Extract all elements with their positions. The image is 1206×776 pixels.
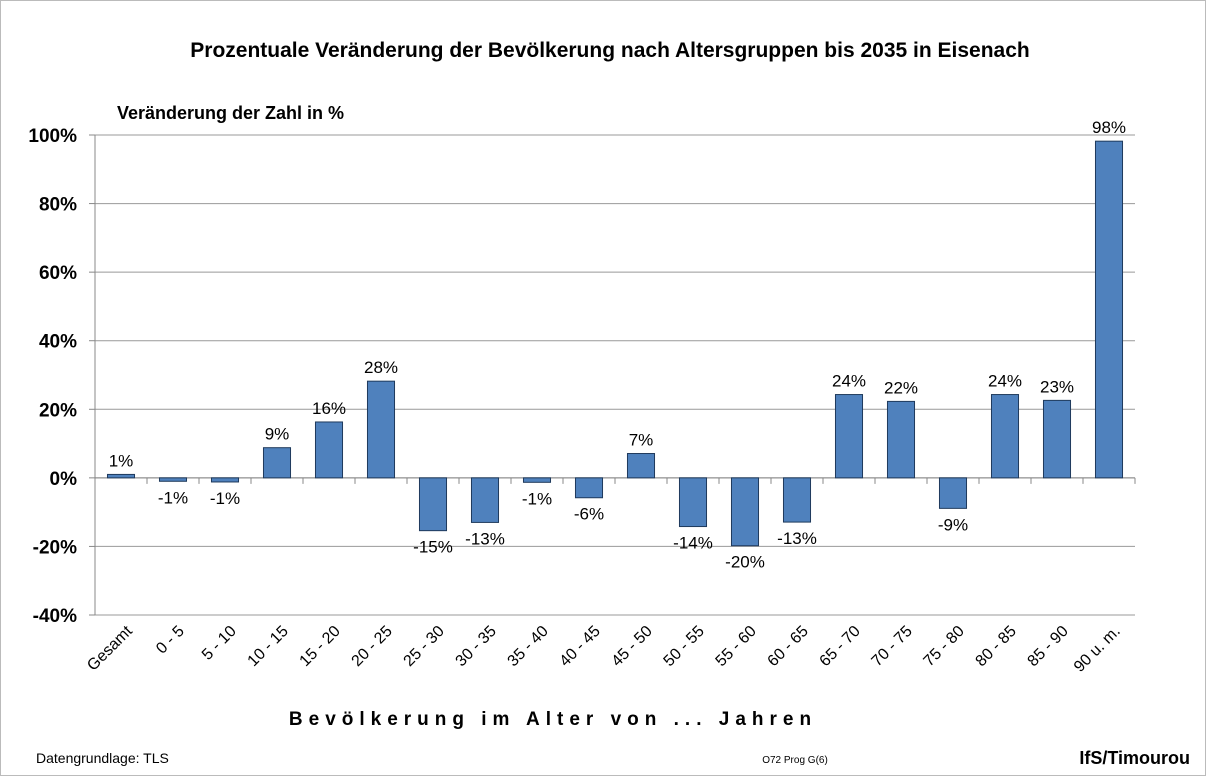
y-tick-label: 40%: [39, 332, 77, 353]
value-label: 98%: [1092, 118, 1126, 137]
y-axis-label: Veränderung der Zahl in %: [117, 103, 344, 123]
y-tick-label: 20%: [39, 400, 77, 421]
value-label: 24%: [988, 372, 1022, 391]
y-tick-label: -20%: [33, 537, 77, 558]
bar: [1042, 399, 1072, 479]
bar: [210, 477, 240, 483]
bar: [730, 477, 760, 547]
bar: [1094, 140, 1124, 479]
value-label: -1%: [158, 488, 188, 507]
bar: [782, 477, 812, 523]
y-tick-label: 80%: [39, 195, 77, 216]
value-label: 22%: [884, 378, 918, 397]
source: Datengrundlage: TLS: [36, 750, 169, 766]
bar: [314, 421, 344, 479]
value-label: 7%: [629, 431, 654, 450]
bar: [470, 477, 500, 523]
bar: [678, 477, 708, 528]
y-tick-label: 100%: [28, 126, 77, 147]
bar: [366, 380, 396, 479]
value-label: -6%: [574, 505, 604, 524]
value-label: 23%: [1040, 377, 1074, 396]
y-tick-label: 60%: [39, 263, 77, 284]
value-label: 16%: [312, 399, 346, 418]
bar: [522, 477, 552, 483]
value-label: -9%: [938, 515, 968, 534]
value-label: -14%: [673, 534, 713, 553]
bar: [158, 477, 188, 482]
value-label: 28%: [364, 358, 398, 377]
bar: [262, 447, 292, 479]
value-label: 24%: [832, 372, 866, 391]
bar: [574, 477, 604, 499]
bar: [886, 400, 916, 479]
author: IfS/Timourou: [1079, 748, 1190, 768]
value-label: -15%: [413, 538, 453, 557]
value-label: -1%: [522, 489, 552, 508]
bar: [106, 473, 136, 479]
bar: [990, 394, 1020, 479]
bar: [626, 453, 656, 479]
code: O72 Prog G(6): [762, 755, 828, 766]
value-label: 1%: [109, 451, 134, 470]
value-label: -13%: [465, 529, 505, 548]
x-axis-label: Bevölkerung im Alter von ... Jahren: [289, 709, 817, 730]
chart-title: Prozentuale Veränderung der Bevölkerung …: [190, 39, 1029, 62]
y-tick-label: 0%: [50, 469, 78, 490]
value-label: 9%: [265, 425, 290, 444]
y-tick-label: -40%: [33, 606, 77, 627]
value-label: -13%: [777, 529, 817, 548]
bar: [938, 477, 968, 509]
bar: [834, 394, 864, 479]
value-label: -1%: [210, 489, 240, 508]
value-label: -20%: [725, 553, 765, 572]
bar: [418, 477, 448, 532]
